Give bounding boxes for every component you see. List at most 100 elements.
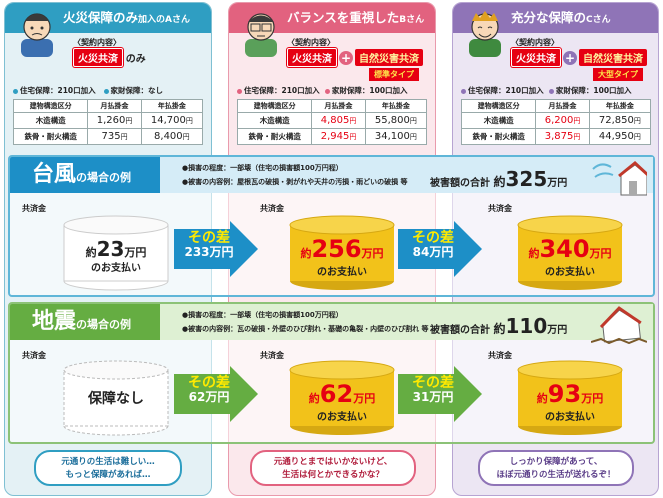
typhoon-b-pre: 約 — [300, 247, 312, 260]
monthly-value: 4,805 — [320, 115, 350, 126]
unit: 円 — [349, 133, 357, 141]
row-label: 木造構造 — [12, 112, 89, 129]
unit: 円 — [573, 133, 581, 141]
comment-a-line1: 元通りの生活は難しい… — [61, 457, 155, 467]
unit: 円 — [349, 117, 357, 125]
plan-c-title-suffix: Cさん — [586, 15, 611, 25]
yearly-value: 34,100 — [374, 131, 410, 142]
typhoon-a-pay: のお支払い — [91, 263, 141, 274]
typhoon-diff-arrow-1: その差 233万円 — [174, 221, 258, 277]
unit: 円 — [409, 133, 417, 141]
table-row: 木造構造 1,260円 14,700円 — [12, 112, 204, 129]
earthquake-desc-content: ●被害の内容例：瓦の破損・外壁のひび割れ・基礎の亀裂・内壁のひび割れ 等 — [182, 325, 429, 333]
plan-b-premium-table: 建物構造区分 月払掛金 年払掛金 木造構造 4,805円 55,800円 鉄骨・耐火構造… — [236, 99, 428, 145]
earthquake-diff2-label: その差 — [412, 375, 454, 391]
bullet-icon — [237, 88, 242, 94]
plan-b-info: 住宅保障：210口加入 家財保障：100口加入 — [237, 85, 408, 96]
typhoon-c-unit: 万円 — [589, 247, 612, 260]
typhoon-diff1-value: 233万円 — [184, 245, 234, 259]
earthquake-title-suffix: の場合の例 — [76, 318, 132, 331]
typhoon-a-pre: 約 — [85, 246, 97, 259]
earthquake-c-value: 93 — [547, 380, 582, 408]
unit: 円 — [409, 117, 417, 125]
earthquake-diff-arrow-1: その差 62万円 — [174, 366, 258, 422]
earthquake-damage: 被害額の合計 約110万円 — [430, 314, 567, 338]
plan-a-premium-table: 建物構造区分 月払掛金 年払掛金 木造構造 1,260円 14,700円 鉄骨・耐火構造… — [12, 99, 204, 145]
yearly-value: 55,800 — [374, 115, 410, 126]
plan-a-contract-label: 〈契約内容〉 — [73, 38, 121, 47]
typhoon-c-value: 340 — [539, 235, 590, 263]
earthquake-fund-label-c: 共済金 — [488, 351, 512, 360]
typhoon-b-pay: のお支払い — [317, 267, 367, 278]
unit: 円 — [182, 133, 190, 141]
comment-bubble-b: 元通りとまではいかないけど、 生活は何とかできるかな？ — [250, 450, 416, 486]
typhoon-b-unit: 万円 — [361, 247, 384, 260]
typhoon-damage-unit: 万円 — [547, 178, 568, 189]
earthquake-fund-label-a: 共済金 — [22, 351, 46, 360]
earthquake-desc-degree: ●損害の程度：一部壊（住宅の損害額100万円程） — [182, 311, 343, 319]
bullet-icon — [13, 88, 18, 94]
earthquake-diff2-value: 31万円 — [412, 390, 454, 404]
earthquake-damage-unit: 万円 — [547, 325, 568, 336]
typhoon-diff-arrow-2: その差 84万円 — [398, 221, 482, 277]
plus-icon: + — [563, 51, 577, 65]
table-head: 年払掛金 — [364, 99, 428, 113]
earthquake-damage-label: 被害額の合計 — [430, 325, 490, 336]
typhoon-a-unit: 万円 — [124, 246, 147, 259]
person-c-icon — [469, 11, 501, 57]
typhoon-fund-a: 約23万円 のお支払い — [62, 215, 170, 291]
plan-c-contract: 〈契約内容〉 火災共済 + 自然災害共済 大型タイプ — [511, 37, 647, 81]
typhoon-desc-content: ●被害の内容例：屋根瓦の破損・剥がれや天井の汚損・雨どいの破損 等 — [182, 178, 408, 186]
earthquake-diff1-label: その差 — [188, 375, 230, 391]
plan-a-title: 火災保障のみ — [63, 10, 139, 25]
table-head: 年払掛金 — [588, 99, 652, 113]
unit: 円 — [185, 117, 193, 125]
yearly-value: 14,700 — [150, 115, 186, 126]
plan-b-contract: 〈契約内容〉 火災共済 + 自然災害共済 標準タイプ — [287, 37, 423, 81]
bullet-icon — [461, 88, 466, 94]
earthquake-fund-b: 約62万円 のお支払い — [288, 360, 396, 436]
monthly-value: 3,875 — [544, 131, 574, 142]
plan-b-tag-fire: 火災共済 — [287, 48, 337, 67]
table-head: 月払掛金 — [535, 99, 590, 113]
person-b-icon — [245, 13, 277, 57]
earthquake-b-value: 62 — [319, 380, 354, 408]
typhoon-diff2-value: 84万円 — [412, 245, 454, 259]
plan-b-title-suffix: Bさん — [399, 15, 425, 25]
table-head: 建物構造区分 — [12, 99, 89, 113]
comment-b-line1: 元通りとまではいかないけど、 — [273, 457, 393, 467]
typhoon-title: 台風の場合の例 — [10, 157, 160, 193]
typhoon-diff2-label: その差 — [412, 230, 454, 246]
unit: 円 — [633, 133, 641, 141]
typhoon-a-value: 23 — [96, 237, 125, 261]
table-row: 鉄骨・耐火構造 735円 8,400円 — [12, 128, 204, 145]
monthly-value: 2,945 — [320, 131, 350, 142]
table-head: 建物構造区分 — [460, 99, 537, 113]
plan-b-info-house: 住宅保障：210口加入 — [244, 86, 320, 95]
typhoon-band: 台風の場合の例 ●損害の程度：一部壊（住宅の損害額100万円程） ●被害の内容例… — [8, 155, 655, 297]
bullet-icon — [324, 88, 330, 94]
plan-b-tag-disaster: 自然災害共済 — [355, 49, 423, 66]
plan-a-contract: 〈契約内容〉 火災共済 のみ — [73, 37, 146, 67]
bullet-icon — [103, 88, 109, 94]
plan-a-tag-fire: 火災共済 — [73, 48, 123, 67]
earthquake-c-unit: 万円 — [581, 392, 604, 405]
earthquake-b-unit: 万円 — [353, 392, 376, 405]
earthquake-c-pre: 約 — [536, 392, 548, 405]
typhoon-desc-degree: ●損害の程度：一部壊（住宅の損害額100万円程） — [182, 164, 343, 172]
earthquake-house-icon — [591, 306, 647, 344]
plan-a-info-house: 住宅保障：210口加入 — [20, 86, 96, 95]
typhoon-damage-pre: 約 — [493, 175, 506, 189]
row-label: 鉄骨・耐火構造 — [460, 128, 537, 145]
typhoon-c-pre: 約 — [528, 247, 540, 260]
row-label: 木造構造 — [460, 112, 537, 129]
table-head: 建物構造区分 — [236, 99, 313, 113]
comment-bubble-a: 元通りの生活は難しい… もっと保障があれば… — [34, 450, 182, 486]
typhoon-diff1-label: その差 — [188, 230, 230, 246]
typhoon-damage-label: 被害額の合計 — [430, 178, 490, 189]
table-head: 年払掛金 — [140, 99, 204, 113]
table-head: 月払掛金 — [87, 99, 142, 113]
plus-icon: + — [339, 51, 353, 65]
plan-b-info-goods: 家財保障：100口加入 — [331, 86, 408, 95]
earthquake-c-pay: のお支払い — [545, 412, 595, 423]
